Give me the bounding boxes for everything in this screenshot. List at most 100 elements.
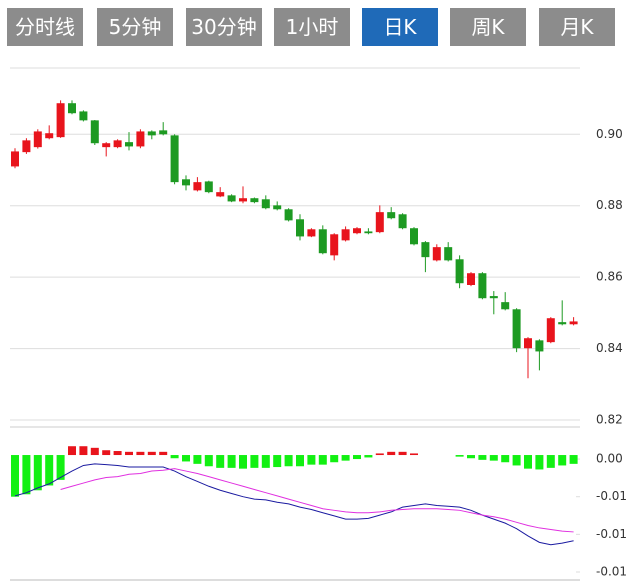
candle-body	[489, 296, 498, 299]
candle-body	[341, 229, 350, 241]
candle-body	[182, 179, 190, 186]
candle-body	[227, 195, 236, 202]
candle-body	[113, 140, 122, 148]
macd-bar	[11, 455, 19, 497]
macd-bar	[467, 455, 475, 459]
macd-bar	[410, 453, 418, 456]
tab-bar: 分时线 5分钟 30分钟 1小时 日K 周K 月K	[0, 0, 642, 52]
macd-bar	[501, 455, 510, 463]
candle-body	[558, 322, 567, 325]
candle-body	[524, 338, 532, 349]
macd-bar	[79, 446, 88, 456]
macd-bar	[341, 455, 350, 461]
candle-body	[375, 212, 384, 233]
macd-bar	[45, 455, 54, 486]
candle-body	[535, 340, 544, 352]
candle-body	[11, 151, 19, 167]
candle-body	[455, 259, 464, 284]
y-tick-label: 0.88	[596, 198, 623, 212]
candle-body	[410, 228, 418, 245]
macd-bar	[33, 455, 42, 491]
y-tick-label: 0.90	[596, 127, 623, 141]
candle-body	[478, 273, 487, 299]
candle-body	[216, 192, 225, 197]
macd-bar	[569, 455, 578, 464]
macd-bar	[478, 455, 487, 460]
candle-body	[193, 182, 202, 191]
tab-button[interactable]: 30分钟	[186, 8, 262, 46]
macd-bar	[204, 455, 213, 467]
candle-body	[444, 247, 453, 261]
y-tick-label: -0.01	[596, 527, 627, 541]
candle-body	[512, 309, 521, 349]
macd-bar	[136, 451, 145, 456]
tab-button[interactable]: 分时线	[7, 8, 83, 46]
macd-bar	[318, 455, 327, 465]
candle-body	[318, 229, 327, 254]
candle-body	[284, 209, 293, 221]
candle-body	[467, 273, 475, 285]
tab-button[interactable]: 1小时	[274, 8, 350, 46]
y-tick-label: 0.82	[596, 413, 623, 427]
macd-bar	[90, 447, 99, 456]
macd-bar	[261, 455, 270, 468]
candle-body	[398, 214, 407, 229]
y-tick-label: 0.00	[596, 452, 623, 466]
candle-body	[569, 321, 578, 325]
tab-button[interactable]: 5分钟	[97, 8, 173, 46]
tab-button[interactable]: 周K	[450, 8, 526, 46]
macd-bar	[68, 446, 76, 456]
candle-body	[307, 229, 316, 237]
candle-body	[239, 198, 247, 202]
macd-bar	[307, 455, 316, 465]
macd-bar	[387, 451, 396, 456]
macd-bar	[330, 455, 339, 463]
candle-body	[90, 120, 99, 144]
macd-bar	[250, 455, 259, 468]
candle-body	[296, 219, 304, 237]
candle-body	[56, 103, 65, 138]
macd-bar	[170, 455, 179, 459]
candle-body	[273, 205, 282, 210]
macd-bar	[102, 450, 111, 456]
candle-body	[501, 302, 510, 310]
candle-body	[387, 212, 396, 219]
candle-body	[33, 131, 42, 148]
macd-bar	[182, 455, 190, 462]
macd-bar	[364, 455, 373, 458]
macd-bar	[113, 451, 122, 456]
candle-body	[421, 242, 430, 258]
candle-body	[364, 231, 373, 234]
y-tick-label: -0.01	[596, 564, 627, 578]
candle-body	[159, 130, 168, 135]
macd-bar	[398, 451, 407, 456]
candle-body	[102, 143, 111, 148]
candle-body	[432, 247, 441, 261]
macd-bar	[147, 451, 156, 456]
candle-body	[330, 234, 339, 256]
macd-bar	[455, 455, 464, 457]
macd-line	[14, 463, 574, 546]
macd-bar	[159, 451, 168, 456]
candle-body	[147, 131, 156, 136]
candle-body	[170, 135, 179, 183]
macd-bar	[546, 455, 555, 468]
y-tick-label: 0.84	[596, 341, 623, 355]
candle-body	[261, 199, 270, 209]
macd-bar	[216, 455, 225, 468]
y-tick-label: 0.86	[596, 270, 623, 284]
macd-bar	[125, 451, 133, 456]
macd-bar	[296, 455, 304, 467]
macd-bar	[239, 455, 247, 469]
macd-bar	[558, 455, 567, 466]
tab-button[interactable]: 日K	[362, 8, 438, 46]
tab-button[interactable]: 月K	[539, 8, 615, 46]
macd-bar	[22, 455, 31, 495]
candle-body	[79, 111, 88, 121]
macd-bar	[353, 455, 361, 460]
candle-body	[204, 181, 213, 193]
macd-bar	[524, 455, 532, 469]
macd-bar	[56, 455, 65, 480]
